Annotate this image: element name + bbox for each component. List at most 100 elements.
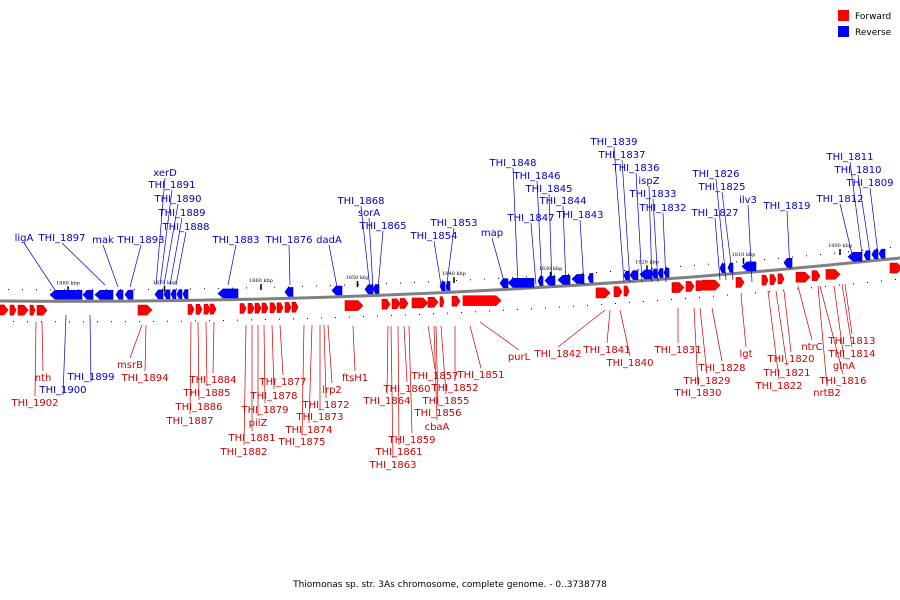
forward-gene-arrow: [462, 295, 502, 306]
reverse-gene-arrow: [623, 270, 630, 281]
tick-label: 1810 kbp: [732, 252, 756, 258]
reverse-gene-label: mak: [92, 235, 114, 246]
forward-leader-line: [352, 325, 356, 372]
reverse-gene-arrow: [629, 270, 639, 280]
forward-gene-label: THI_1902: [10, 398, 58, 409]
track-dot: [442, 280, 443, 282]
reverse-gene-label: THI_1812: [815, 194, 863, 205]
track-dot: [666, 266, 667, 268]
forward-leader-line: [740, 294, 747, 348]
reverse-gene-label: xerD: [153, 168, 177, 179]
forward-gene-arrow: [247, 303, 255, 314]
reverse-gene-arrow: [741, 261, 757, 272]
forward-leader-line: [323, 324, 327, 399]
reverse-gene-arrow: [82, 290, 94, 300]
track-dot: [279, 318, 280, 320]
forward-gene-label: THI_1822: [754, 381, 802, 392]
tick-label: 1830 kbp: [539, 266, 563, 272]
track-dot: [134, 289, 135, 291]
track-dot: [358, 284, 359, 286]
forward-gene-arrow: [29, 304, 36, 316]
track-dot: [232, 287, 233, 289]
reverse-leader-line: [530, 222, 537, 286]
track-dot: [36, 289, 37, 291]
track-dot: [148, 288, 149, 290]
track-dot: [615, 302, 616, 304]
forward-leader-line: [711, 307, 723, 362]
track-dot: [741, 293, 742, 295]
reverse-leader-line: [360, 205, 371, 290]
tick-label: 1880 kbp: [56, 280, 80, 286]
forward-gene-arrow: [0, 304, 9, 316]
forward-gene-label: THI_1857: [410, 371, 458, 382]
track-dot: [475, 311, 476, 313]
reverse-gene-label: THI_1865: [358, 221, 406, 232]
forward-gene-label: ntrC: [801, 342, 822, 353]
track-dot: [428, 281, 429, 283]
reverse-gene-label: THI_1832: [638, 203, 686, 214]
forward-leader-line: [129, 324, 143, 359]
reverse-gene-arrow: [154, 289, 164, 300]
track-dot: [391, 315, 392, 317]
forward-gene-arrow: [795, 271, 811, 283]
reverse-leader-line: [721, 191, 734, 281]
forward-leader-line: [469, 325, 482, 369]
reverse-gene-arrow: [657, 268, 664, 278]
reverse-gene-arrow: [364, 284, 374, 295]
track-dot: [419, 313, 420, 315]
track-dot: [596, 271, 597, 273]
forward-gene-label: THI_1829: [682, 376, 730, 387]
track-dot: [727, 294, 728, 296]
legend-forward-swatch: [838, 10, 849, 21]
track-dot: [92, 289, 93, 291]
reverse-gene-label: THI_1868: [336, 196, 384, 207]
track-dot: [694, 264, 695, 266]
track-dot: [629, 302, 630, 304]
tick-label: 1820 kbp: [635, 259, 659, 265]
reverse-leader-line: [747, 204, 753, 283]
forward-gene-label: nth: [35, 373, 52, 384]
reverse-gene-label: THI_1899: [66, 372, 114, 383]
reverse-gene-arrow: [284, 287, 294, 297]
reverse-gene-label: THI_1893: [116, 235, 164, 246]
reverse-leader-line: [579, 219, 585, 286]
track-dot: [274, 286, 275, 288]
track-dot: [307, 317, 308, 319]
forward-gene-label: THI_1855: [421, 396, 469, 407]
reverse-leader-line: [62, 314, 67, 396]
forward-gene-label: THI_1874: [284, 425, 332, 436]
forward-leader-line: [699, 307, 708, 375]
forward-leader-line: [144, 324, 147, 372]
track-dot: [820, 253, 821, 255]
track-dot: [64, 289, 65, 291]
reverse-gene-arrow: [499, 278, 509, 289]
track-dot: [190, 288, 191, 290]
track-dot: [302, 285, 303, 287]
reverse-leader-line: [129, 244, 142, 288]
reverse-gene-arrow: [507, 277, 535, 288]
track-dot: [624, 270, 625, 272]
track-dot: [783, 289, 784, 291]
track-dot: [83, 321, 84, 323]
reverse-gene-arrow: [94, 289, 114, 300]
reverse-gene-arrow: [878, 248, 886, 259]
track-dot: [876, 248, 877, 250]
forward-gene-arrow: [195, 304, 203, 315]
track-dot: [13, 321, 14, 323]
track-dot: [223, 319, 224, 321]
reverse-gene-arrow: [727, 262, 734, 273]
reverse-gene-arrow: [176, 289, 183, 299]
forward-gene-label: THI_1816: [818, 376, 866, 387]
reverse-leader-line: [163, 203, 179, 286]
reverse-leader-line: [175, 231, 187, 286]
reverse-leader-line: [648, 185, 653, 283]
forward-gene-label: THI_1879: [240, 405, 288, 416]
reverse-leader-line: [857, 174, 871, 255]
reverse-gene-label: THI_1847: [506, 213, 554, 224]
track-dot: [517, 309, 518, 311]
reverse-gene-label: THI_1826: [691, 169, 739, 180]
reverse-gene-arrow: [182, 289, 189, 299]
forward-gene-arrow: [825, 269, 841, 280]
track-dot: [806, 255, 807, 257]
